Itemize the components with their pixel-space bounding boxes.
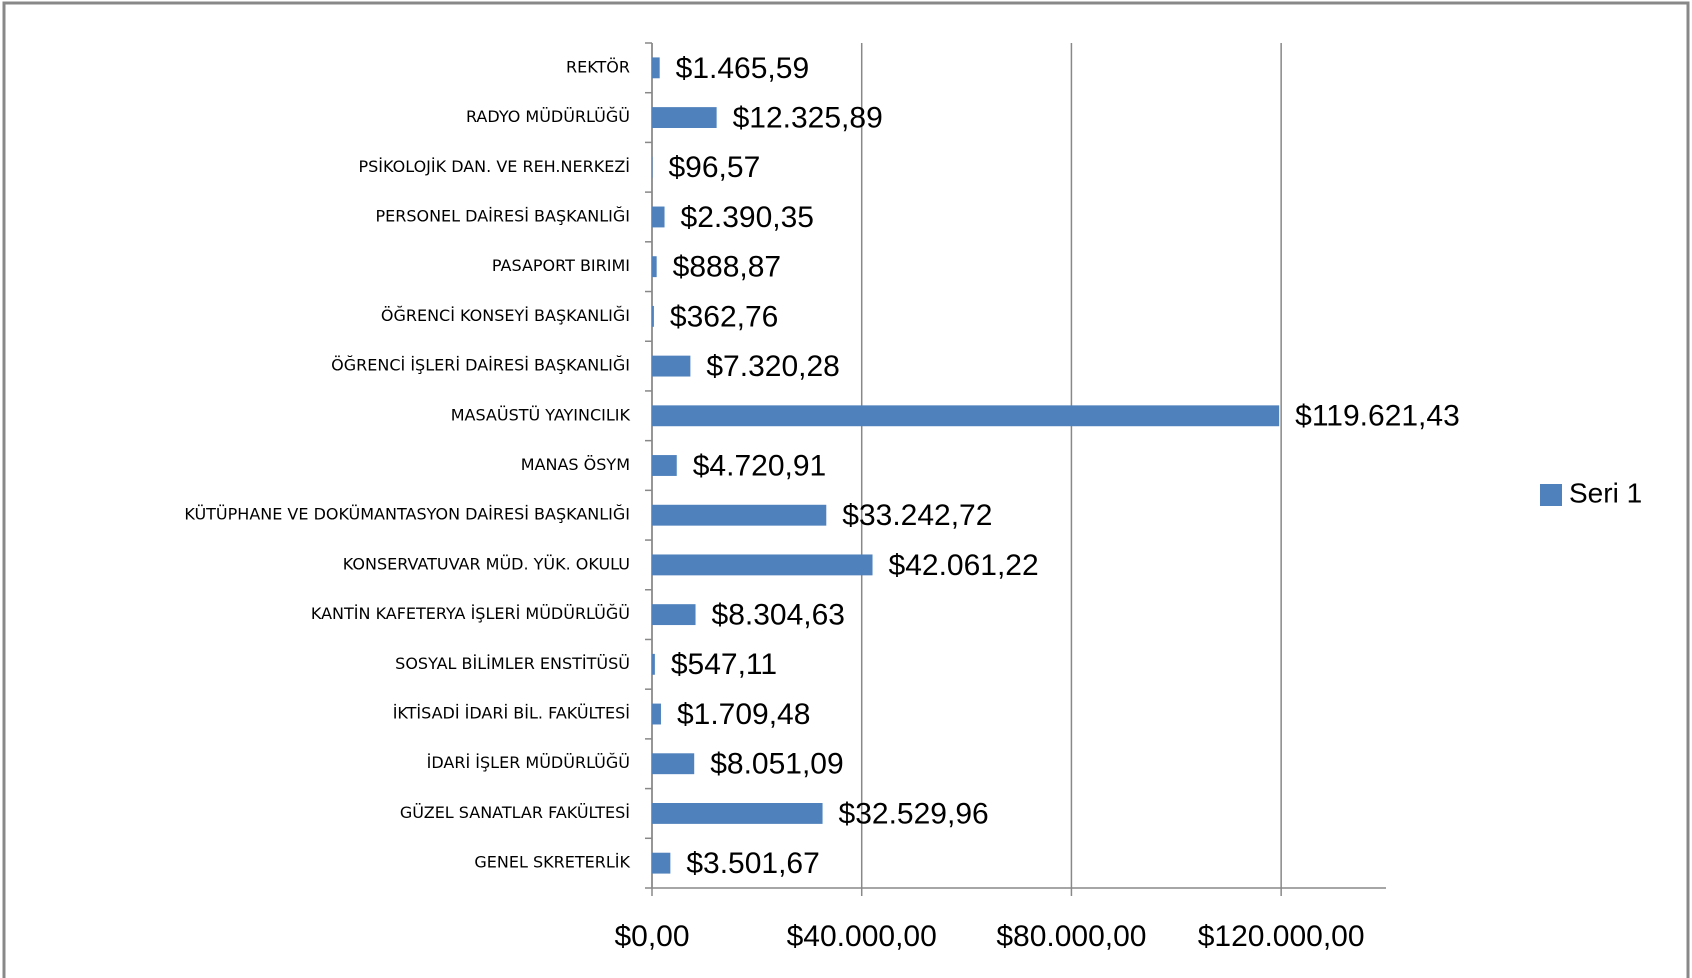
bar <box>652 206 665 228</box>
value-label: $12.325,89 <box>733 101 883 134</box>
y-tick-label: KANTİN KAFETERYA İŞLERİ MÜDÜRLÜĞÜ <box>311 604 630 623</box>
value-label: $3.501,67 <box>686 847 819 880</box>
bar <box>652 604 696 626</box>
y-tick-label: RADYO MÜDÜRLÜĞÜ <box>466 107 630 126</box>
value-label: $1.709,48 <box>677 698 810 731</box>
y-tick-label: İKTİSADİ İDARİ BİL. FAKÜLTESİ <box>393 704 630 723</box>
value-label: $8.051,09 <box>710 748 843 781</box>
value-label: $2.390,35 <box>681 201 814 234</box>
value-label: $32.529,96 <box>839 797 989 830</box>
value-label: $4.720,91 <box>693 449 826 482</box>
value-label: $888,87 <box>673 251 781 284</box>
bar <box>652 57 660 79</box>
bar <box>652 405 1280 427</box>
value-label: $42.061,22 <box>889 549 1039 582</box>
bar <box>652 803 823 824</box>
bar <box>652 753 695 775</box>
y-tick-label: PASAPORT BIRIMI <box>492 256 630 275</box>
x-tick-label: $80.000,00 <box>996 920 1146 953</box>
x-tick-label: $40.000,00 <box>787 920 937 953</box>
value-label: $96,57 <box>669 151 761 184</box>
legend-label: Seri 1 <box>1569 477 1642 508</box>
value-label: $362,76 <box>670 300 778 333</box>
y-tick-label: SOSYAL BİLİMLER ENSTİTÜSÜ <box>395 654 630 673</box>
bar <box>652 455 677 476</box>
value-label: $547,11 <box>671 648 777 681</box>
bar <box>652 256 657 278</box>
bar <box>652 504 827 526</box>
bar <box>652 355 691 377</box>
value-label: $33.242,72 <box>842 499 992 532</box>
bar <box>652 852 671 874</box>
y-tick-label: PERSONEL DAİRESİ BAŞKANLIĞI <box>375 206 630 225</box>
bar <box>652 703 661 725</box>
y-tick-label: REKTÖR <box>566 57 630 76</box>
x-tick-label: $0,00 <box>614 920 689 953</box>
y-tick-label: KONSERVATUVAR MÜD. YÜK. OKULU <box>343 554 630 573</box>
value-label: $7.320,28 <box>706 350 839 383</box>
y-tick-label: İDARİ İŞLER MÜDÜRLÜĞÜ <box>427 753 630 772</box>
bar <box>652 305 654 327</box>
x-tick-label: $120.000,00 <box>1198 920 1365 953</box>
value-label: $1.465,59 <box>676 52 809 85</box>
y-tick-label: MASAÜSTÜ YAYINCILIK <box>451 405 631 424</box>
bar <box>652 554 873 576</box>
y-tick-label: ÖĞRENCİ İŞLERİ DAİRESİ BAŞKANLIĞI <box>331 356 630 375</box>
value-label: $119.621,43 <box>1295 400 1460 433</box>
y-tick-label: MANAS ÖSYM <box>521 455 630 474</box>
bar <box>652 107 717 128</box>
value-label: $8.304,63 <box>712 599 845 632</box>
y-tick-label: GÜZEL SANATLAR FAKÜLTESİ <box>400 803 630 822</box>
y-tick-label: PSİKOLOJİK DAN. VE REH.NERKEZİ <box>359 157 631 176</box>
legend-swatch <box>1540 484 1562 506</box>
y-tick-label: KÜTÜPHANE VE DOKÜMANTASYON DAİRESİ BAŞKA… <box>184 505 630 524</box>
y-tick-label: GENEL SKRETERLİK <box>474 853 630 872</box>
y-tick-label: ÖĞRENCİ KONSEYİ BAŞKANLIĞI <box>381 306 630 325</box>
bar <box>652 653 655 675</box>
bar <box>652 156 653 178</box>
